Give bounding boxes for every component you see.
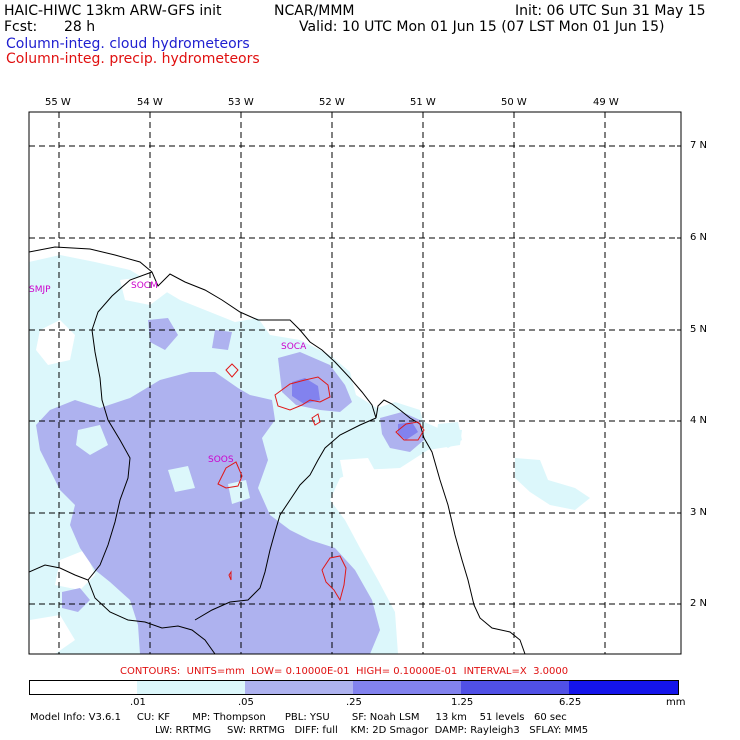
colorbar-swatch <box>569 681 678 694</box>
colorbar-label: .05 <box>238 697 254 708</box>
forecast-hours: 28 h <box>64 19 96 35</box>
lat-label: 3 N <box>690 507 708 518</box>
colorbar-label: .01 <box>130 697 146 708</box>
init-time: Init: 06 UTC Sun 31 May 15 <box>515 3 706 19</box>
lon-label: 52 W <box>319 97 345 108</box>
organization-label: NCAR/MMM <box>274 3 355 19</box>
colorbar-swatch <box>137 681 245 694</box>
lat-label: 6 N <box>690 232 708 243</box>
model-info-line2: LW: RRTMG SW: RRTMG DIFF: full KM: 2D Sm… <box>155 725 589 736</box>
cloud-shading-holes <box>29 276 380 654</box>
lon-label: 55 W <box>45 97 71 108</box>
lat-label: 5 N <box>690 324 708 335</box>
station-labels: SMJP SOCM SOCA SOOS <box>29 281 307 465</box>
colorbar-swatch <box>461 681 569 694</box>
colorbar-swatch <box>245 681 353 694</box>
colorbar <box>29 680 679 695</box>
colorbar-swatch <box>30 681 137 694</box>
forecast-label: Fcst: <box>4 19 38 35</box>
coastline <box>29 246 526 654</box>
plot-frame <box>28 111 682 655</box>
lon-label: 50 W <box>501 97 527 108</box>
colorbar-swatch <box>353 681 461 694</box>
lon-label: 54 W <box>137 97 163 108</box>
colorbar-units: mm <box>666 697 686 708</box>
colorbar-label: .25 <box>346 697 362 708</box>
station-label: SOCA <box>281 342 307 352</box>
colorbar-label: 6.25 <box>559 697 582 708</box>
colorbar-label: 1.25 <box>451 697 474 708</box>
graticule <box>29 112 681 654</box>
station-label: SOCM <box>131 281 158 291</box>
station-label: SMJP <box>29 285 51 295</box>
precip-contours <box>217 363 425 602</box>
plot-title: HAIC-HIWC 13km ARW-GFS init <box>4 3 222 19</box>
field-cloud-label: Column-integ. cloud hydrometeors <box>6 36 250 52</box>
lat-label: 2 N <box>690 598 708 609</box>
lon-label: 51 W <box>410 97 436 108</box>
lon-label: 49 W <box>593 97 619 108</box>
lat-label: 4 N <box>690 415 708 426</box>
valid-time: Valid: 10 UTC Mon 01 Jun 15 (07 LST Mon … <box>299 19 665 35</box>
model-info-line1: Model Info: V3.6.1 CU: KF MP: Thompson P… <box>30 712 567 723</box>
contour-info: CONTOURS: UNITS=mm LOW= 0.10000E-01 HIGH… <box>120 666 569 677</box>
lat-label: 7 N <box>690 140 708 151</box>
field-precip-label: Column-integ. precip. hydrometeors <box>6 51 260 67</box>
station-label: SOOS <box>208 455 234 465</box>
lon-label: 53 W <box>228 97 254 108</box>
